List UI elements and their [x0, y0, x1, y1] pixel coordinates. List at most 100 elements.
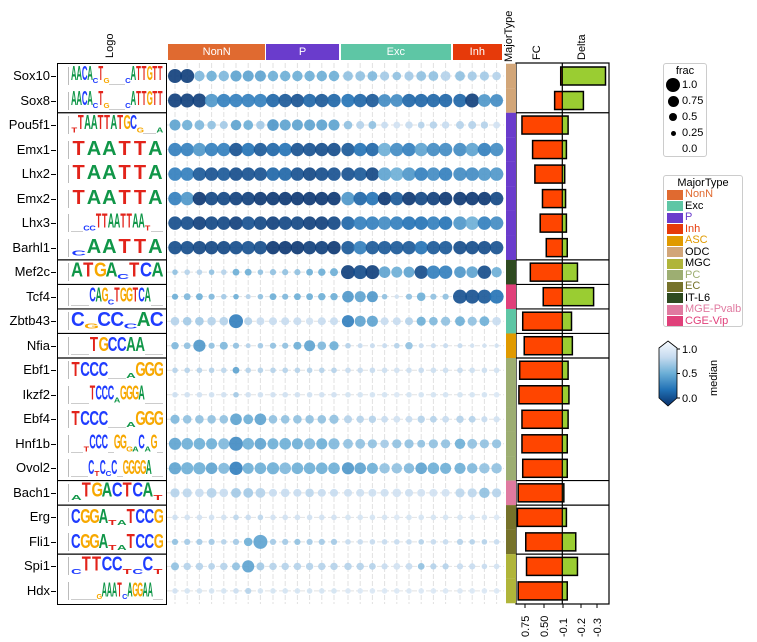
dot-zbtb43-10	[293, 317, 302, 326]
dot-hnf1b-1	[181, 438, 193, 450]
row-label: Emx2	[16, 190, 50, 206]
dot-sox8-16	[365, 93, 380, 108]
dot-hnf1b-18	[392, 439, 402, 449]
dot-fli1-6	[243, 537, 253, 547]
logo-letter: G	[96, 591, 103, 600]
logo-letter: T	[118, 138, 131, 159]
frac-legend-item: 0.25	[664, 125, 706, 141]
logo-letter	[80, 352, 90, 355]
logo-letter: A	[144, 445, 151, 453]
logo-axis	[60, 189, 69, 208]
dot-emx1-14	[341, 142, 355, 157]
logo-letter: T	[133, 236, 147, 257]
bar-outline-ebf4	[521, 409, 569, 430]
dot-lhx3-17	[377, 216, 392, 230]
dot-ikzf2-6	[245, 391, 251, 398]
dot-tcf4-23	[453, 289, 467, 304]
dot-hdx-26	[493, 588, 500, 594]
dot-zbtb43-21	[429, 316, 438, 326]
dot-sox10-13	[328, 70, 340, 82]
logo-letter	[156, 450, 163, 453]
majortype-cell-ovol2	[506, 456, 516, 481]
dot-ikzf2-19	[406, 391, 412, 398]
dot-sox10-12	[316, 70, 327, 82]
dot-barhl1-17	[377, 240, 392, 255]
row-label: Tcf4	[26, 288, 50, 304]
logo-letter	[143, 131, 150, 135]
dot-bach1-22	[441, 488, 450, 497]
logo-letter: T	[152, 89, 158, 110]
delta-bar-ebf4	[562, 410, 569, 429]
logo-letter: C	[81, 65, 88, 85]
logo-letter: T	[98, 89, 104, 110]
dot-emx2-6	[241, 191, 255, 206]
majortype-legend-label: CGE-Vip	[685, 314, 729, 327]
fc-bar-emx1	[532, 140, 563, 159]
logo-letter: G	[101, 285, 109, 306]
bar-outline-ikzf2	[518, 385, 570, 405]
dot-fli1-17	[381, 539, 388, 545]
dot-lhx2-25	[477, 167, 492, 181]
row-tick	[51, 223, 56, 225]
logo-letter: A	[71, 261, 84, 282]
logo-letter: C	[138, 285, 145, 306]
dot-ovol2-21	[427, 462, 440, 475]
row-tick	[51, 198, 56, 200]
logo-letter: A	[87, 65, 93, 85]
dot-tcf4-13	[330, 292, 338, 301]
dot-lhx3-13	[327, 216, 341, 230]
logo-letter: C	[71, 530, 81, 551]
dot-fli1-23	[456, 538, 464, 545]
logo-letter: G	[154, 506, 163, 526]
dot-lhx2-10	[290, 167, 305, 181]
dot-hdx-17	[381, 588, 388, 594]
logo-letter: C	[89, 408, 100, 429]
dot-zbtb43-11	[305, 317, 314, 325]
bar-outline-spi1	[525, 556, 579, 577]
dot-hdx-25	[481, 588, 488, 594]
dot-tcf4-22	[442, 293, 449, 300]
dot-pou5f1-23	[456, 121, 464, 130]
logo-letter	[108, 82, 115, 85]
dot-bach1-20	[417, 488, 426, 497]
dot-hnf1b-10	[291, 438, 303, 450]
dot-lhx2-8	[266, 167, 280, 181]
dot-lhx3-25	[477, 216, 492, 230]
dot-zbtb43-17	[380, 317, 389, 326]
dot-hdx-19	[406, 588, 412, 594]
logo-letter: A	[102, 187, 117, 208]
dot-pou5f1-14	[343, 120, 353, 130]
bar-outline-fli1	[525, 532, 577, 552]
dot-sox8-10	[290, 93, 305, 108]
logo-letter: T	[72, 187, 85, 208]
dot-zbtb43-7	[256, 317, 265, 326]
dot-mef2c-26	[491, 266, 502, 278]
dot-zbtb43-25	[479, 316, 490, 327]
logo-letter: C	[110, 310, 125, 331]
dot-ovol2-17	[379, 463, 390, 474]
dot-barhl1-8	[266, 240, 280, 255]
row-tick	[51, 174, 56, 176]
dot-ebf1-9	[282, 367, 289, 374]
dot-pou5f1-25	[480, 121, 489, 129]
dot-ebf4-15	[356, 415, 364, 423]
dot-lhx3-0	[168, 216, 182, 230]
bar-outline-barhl1	[545, 237, 569, 258]
dot-bach1-14	[344, 488, 352, 497]
dot-erg-10	[294, 514, 301, 521]
dot-hdx-4	[221, 588, 227, 594]
dot-nfia-16	[369, 343, 375, 349]
majortype-cell-nfia	[506, 333, 516, 359]
dot-lhx2-4	[217, 167, 231, 181]
dot-mef2c-2	[196, 269, 203, 275]
dot-nfia-21	[430, 343, 436, 349]
dot-ebf4-20	[417, 415, 425, 423]
fc-bar-emx2	[542, 189, 563, 208]
dot-emx1-22	[438, 142, 453, 157]
dot-emx2-4	[217, 191, 231, 206]
dot-lhx3-22	[438, 216, 453, 230]
logo-letter: A	[151, 261, 164, 282]
dot-ebf4-9	[280, 414, 290, 424]
logo-letter: A	[126, 420, 136, 429]
